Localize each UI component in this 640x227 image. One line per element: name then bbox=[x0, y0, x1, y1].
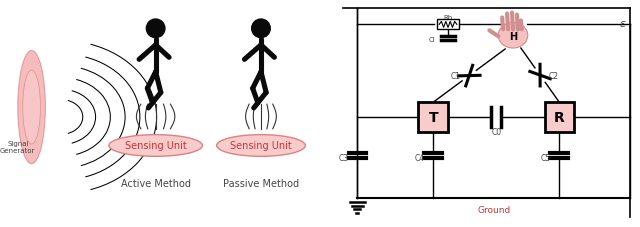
Text: Active Method: Active Method bbox=[120, 178, 191, 188]
Text: T: T bbox=[428, 111, 438, 124]
Bar bbox=[545, 103, 574, 132]
Circle shape bbox=[252, 20, 270, 38]
Ellipse shape bbox=[217, 135, 305, 157]
Text: Rb: Rb bbox=[444, 15, 452, 20]
Bar bbox=[437, 20, 459, 30]
Text: H: H bbox=[509, 32, 517, 42]
Ellipse shape bbox=[109, 135, 202, 157]
Text: ε: ε bbox=[620, 18, 625, 28]
Text: Ci: Ci bbox=[429, 37, 436, 43]
Text: C4: C4 bbox=[415, 154, 424, 163]
Text: Sensing Unit: Sensing Unit bbox=[230, 141, 292, 151]
Text: C0: C0 bbox=[492, 128, 501, 137]
Text: Passive Method: Passive Method bbox=[223, 178, 299, 188]
Text: C3: C3 bbox=[339, 154, 349, 163]
Text: R: R bbox=[554, 111, 564, 124]
Bar bbox=[419, 103, 448, 132]
Ellipse shape bbox=[23, 71, 40, 144]
Ellipse shape bbox=[18, 51, 45, 164]
Text: Signal
Generator: Signal Generator bbox=[0, 140, 35, 153]
Text: Ground: Ground bbox=[477, 205, 511, 214]
Ellipse shape bbox=[498, 23, 528, 49]
Text: C1: C1 bbox=[451, 72, 460, 81]
Text: C5: C5 bbox=[540, 154, 550, 163]
Circle shape bbox=[147, 20, 165, 38]
Text: Sensing Unit: Sensing Unit bbox=[125, 141, 186, 151]
Text: C2: C2 bbox=[549, 71, 559, 80]
